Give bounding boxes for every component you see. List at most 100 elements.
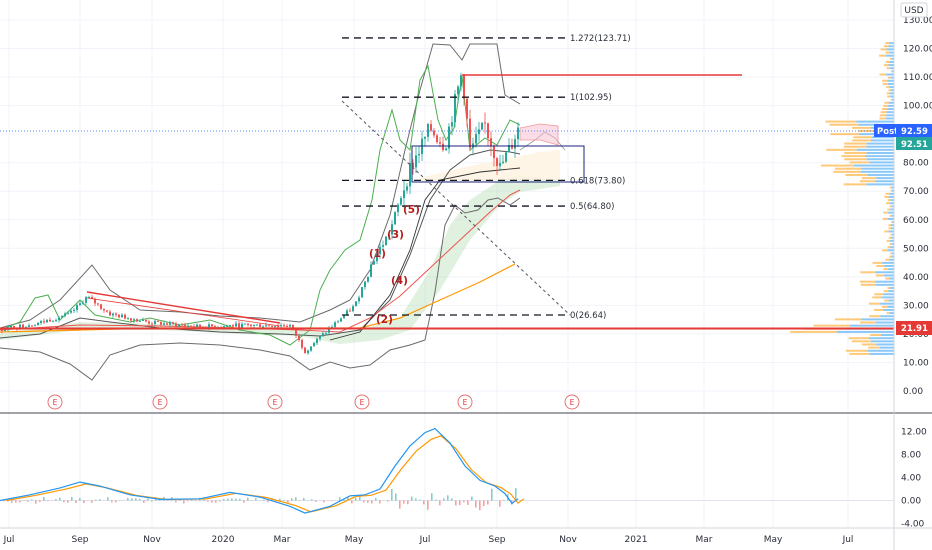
post-tag-bg — [874, 124, 896, 137]
macd-histogram-bar — [283, 499, 285, 501]
last-price-value: 92.51 — [901, 140, 928, 150]
candle-body — [361, 287, 363, 298]
candle-body — [28, 325, 30, 327]
downtrend-line[interactable] — [86, 291, 281, 324]
volume-bar-buy — [887, 217, 894, 220]
macd-histogram-bar — [311, 499, 313, 501]
macd-histogram-bar — [223, 499, 225, 501]
candle-body — [400, 198, 402, 205]
candle-body — [448, 126, 450, 149]
macd-histogram-bar — [275, 500, 277, 502]
volume-bar-buy — [891, 205, 894, 208]
candle-body — [508, 144, 510, 153]
candle-body — [475, 134, 477, 144]
oscillator-axis[interactable]: 12.00 8.00 4.00 0.00 -4.00 — [901, 428, 927, 530]
macd-histogram-bar — [479, 500, 481, 511]
macd-histogram-bar — [359, 496, 361, 501]
volume-bar-buy — [890, 227, 894, 230]
candle-body — [235, 323, 237, 327]
volume-bar-buy — [890, 208, 894, 211]
currency-button[interactable]: USD — [900, 2, 928, 18]
volume-bar-buy — [866, 158, 894, 161]
candle-body — [388, 234, 390, 237]
candle-body — [223, 325, 225, 328]
volume-bar-buy — [885, 54, 894, 57]
trend-line[interactable] — [86, 297, 281, 327]
candle-body — [118, 314, 120, 318]
time-tick-label: Mar — [274, 535, 291, 545]
volume-bar-buy — [867, 173, 894, 176]
volume-bar-sell — [889, 243, 892, 246]
candle-body — [442, 143, 444, 151]
volume-bar-sell — [879, 117, 886, 120]
volume-bar-buy — [869, 352, 894, 355]
macd-histogram-bar — [407, 500, 409, 505]
candle-body — [352, 306, 354, 312]
volume-bar-buy — [871, 136, 894, 139]
fib-diagonal[interactable] — [341, 100, 571, 316]
macd-histogram-bar — [459, 500, 461, 506]
volume-bar-sell — [888, 224, 891, 227]
macd-histogram-bar — [411, 496, 413, 501]
time-tick-label: May — [764, 535, 783, 545]
volume-bar-buy — [888, 101, 894, 104]
price-axis[interactable]: 130.00120.00110.00100.0090.0080.0070.006… — [903, 16, 932, 397]
price-tick-label: 130.00 — [903, 16, 932, 26]
candle-body — [133, 319, 135, 321]
volume-bar-buy — [890, 286, 894, 289]
candle-body — [85, 297, 87, 303]
candle-body — [346, 310, 348, 316]
volume-bar-buy — [889, 312, 894, 315]
macd-histogram-bar — [499, 500, 501, 507]
volume-bar-sell — [872, 261, 883, 264]
candle-body — [31, 325, 33, 327]
candle-body — [307, 350, 309, 354]
volume-bar-buy — [891, 57, 894, 60]
macd-histogram-bar — [339, 497, 341, 501]
volume-bar-sell — [859, 321, 876, 324]
volume-bar-sell — [870, 334, 881, 337]
volume-bar-sell — [885, 60, 890, 63]
volume-bar-buy — [880, 315, 894, 318]
volume-bar-sell — [883, 211, 889, 214]
oscillator-tick-label: 8.00 — [901, 451, 921, 461]
wave-label: (2) — [376, 314, 393, 326]
candle-body — [310, 346, 312, 351]
time-tick-label: Nov — [143, 535, 161, 545]
candle-body — [163, 323, 165, 325]
consolidation-box[interactable] — [411, 145, 585, 183]
price-tick-label: 10.00 — [903, 358, 929, 368]
candle-body — [196, 324, 198, 327]
earnings-marker — [152, 394, 168, 410]
candle-body — [112, 313, 114, 316]
volume-bar-sell — [885, 258, 890, 261]
macd-histogram-bar — [363, 500, 365, 503]
volume-bar-sell — [821, 164, 854, 167]
drawing-lines — [0, 74, 894, 330]
volume-bar-sell — [880, 48, 887, 51]
candle-body — [169, 322, 171, 325]
candle-body — [379, 246, 381, 254]
candle-body — [514, 139, 516, 149]
earnings-marker — [47, 394, 63, 410]
time-axis[interactable]: Jul Sep Nov 2020 Mar May Jul Sep Nov 2021 Mar May Ju… — [3, 535, 854, 545]
volume-bar-sell — [885, 42, 890, 45]
volume-bar-buy — [885, 117, 894, 120]
macd-histogram-bar — [239, 498, 241, 501]
candle-body — [322, 333, 324, 337]
candle-body — [394, 212, 396, 225]
candle-body — [505, 152, 507, 162]
candle-body — [445, 148, 447, 151]
candle-body — [193, 326, 195, 328]
macd-histogram-bar — [467, 500, 469, 505]
volume-bar-buy — [888, 268, 894, 271]
fib-levels: 1.272(123.71) 1(102.95) 0.618(73.80) 0.5(64… — [342, 34, 631, 321]
candle-body — [289, 324, 291, 327]
volume-bar-sell — [885, 202, 890, 205]
macd-histogram-bar — [419, 499, 421, 501]
volume-bar-sell — [869, 315, 881, 318]
volume-bar-buy — [890, 95, 894, 98]
volume-bar-buy — [887, 249, 894, 252]
volume-bar-sell — [834, 167, 862, 170]
